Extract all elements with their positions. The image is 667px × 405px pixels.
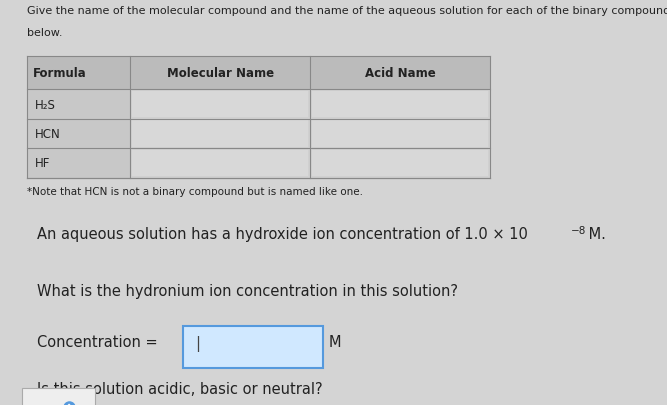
Text: Give the name of the molecular compound and the name of the aqueous solution for: Give the name of the molecular compound … [27, 6, 667, 16]
Text: HCN: HCN [35, 128, 61, 141]
Text: An aqueous solution has a hydroxide ion concentration of 1.0 × 10: An aqueous solution has a hydroxide ion … [37, 227, 528, 242]
FancyBboxPatch shape [27, 119, 490, 149]
Text: |: | [195, 335, 200, 351]
Text: M: M [329, 334, 342, 349]
Text: Acid Name: Acid Name [365, 67, 436, 80]
FancyBboxPatch shape [22, 388, 95, 405]
Text: −8: −8 [571, 226, 586, 236]
FancyBboxPatch shape [27, 57, 490, 90]
FancyBboxPatch shape [312, 121, 488, 147]
FancyBboxPatch shape [132, 121, 308, 147]
FancyBboxPatch shape [183, 326, 323, 369]
FancyBboxPatch shape [312, 150, 488, 177]
Text: Formula: Formula [33, 67, 87, 80]
FancyBboxPatch shape [312, 92, 488, 118]
Text: Concentration =: Concentration = [37, 334, 162, 349]
FancyBboxPatch shape [132, 150, 308, 177]
Text: Is this solution acidic, basic or neutral?: Is this solution acidic, basic or neutra… [37, 381, 322, 396]
Text: ↕: ↕ [65, 402, 73, 405]
Text: HF: HF [35, 157, 50, 170]
FancyBboxPatch shape [27, 119, 130, 149]
Text: Molecular Name: Molecular Name [167, 67, 273, 80]
Text: H₂S: H₂S [35, 98, 55, 111]
FancyBboxPatch shape [27, 149, 490, 178]
Text: What is the hydronium ion concentration in this solution?: What is the hydronium ion concentration … [37, 284, 458, 298]
Text: M.: M. [584, 227, 606, 242]
FancyBboxPatch shape [27, 149, 130, 178]
FancyBboxPatch shape [27, 90, 490, 119]
FancyBboxPatch shape [132, 92, 308, 118]
Text: below.: below. [27, 28, 62, 38]
FancyBboxPatch shape [27, 90, 130, 119]
Text: *Note that HCN is not a binary compound but is named like one.: *Note that HCN is not a binary compound … [27, 186, 363, 196]
